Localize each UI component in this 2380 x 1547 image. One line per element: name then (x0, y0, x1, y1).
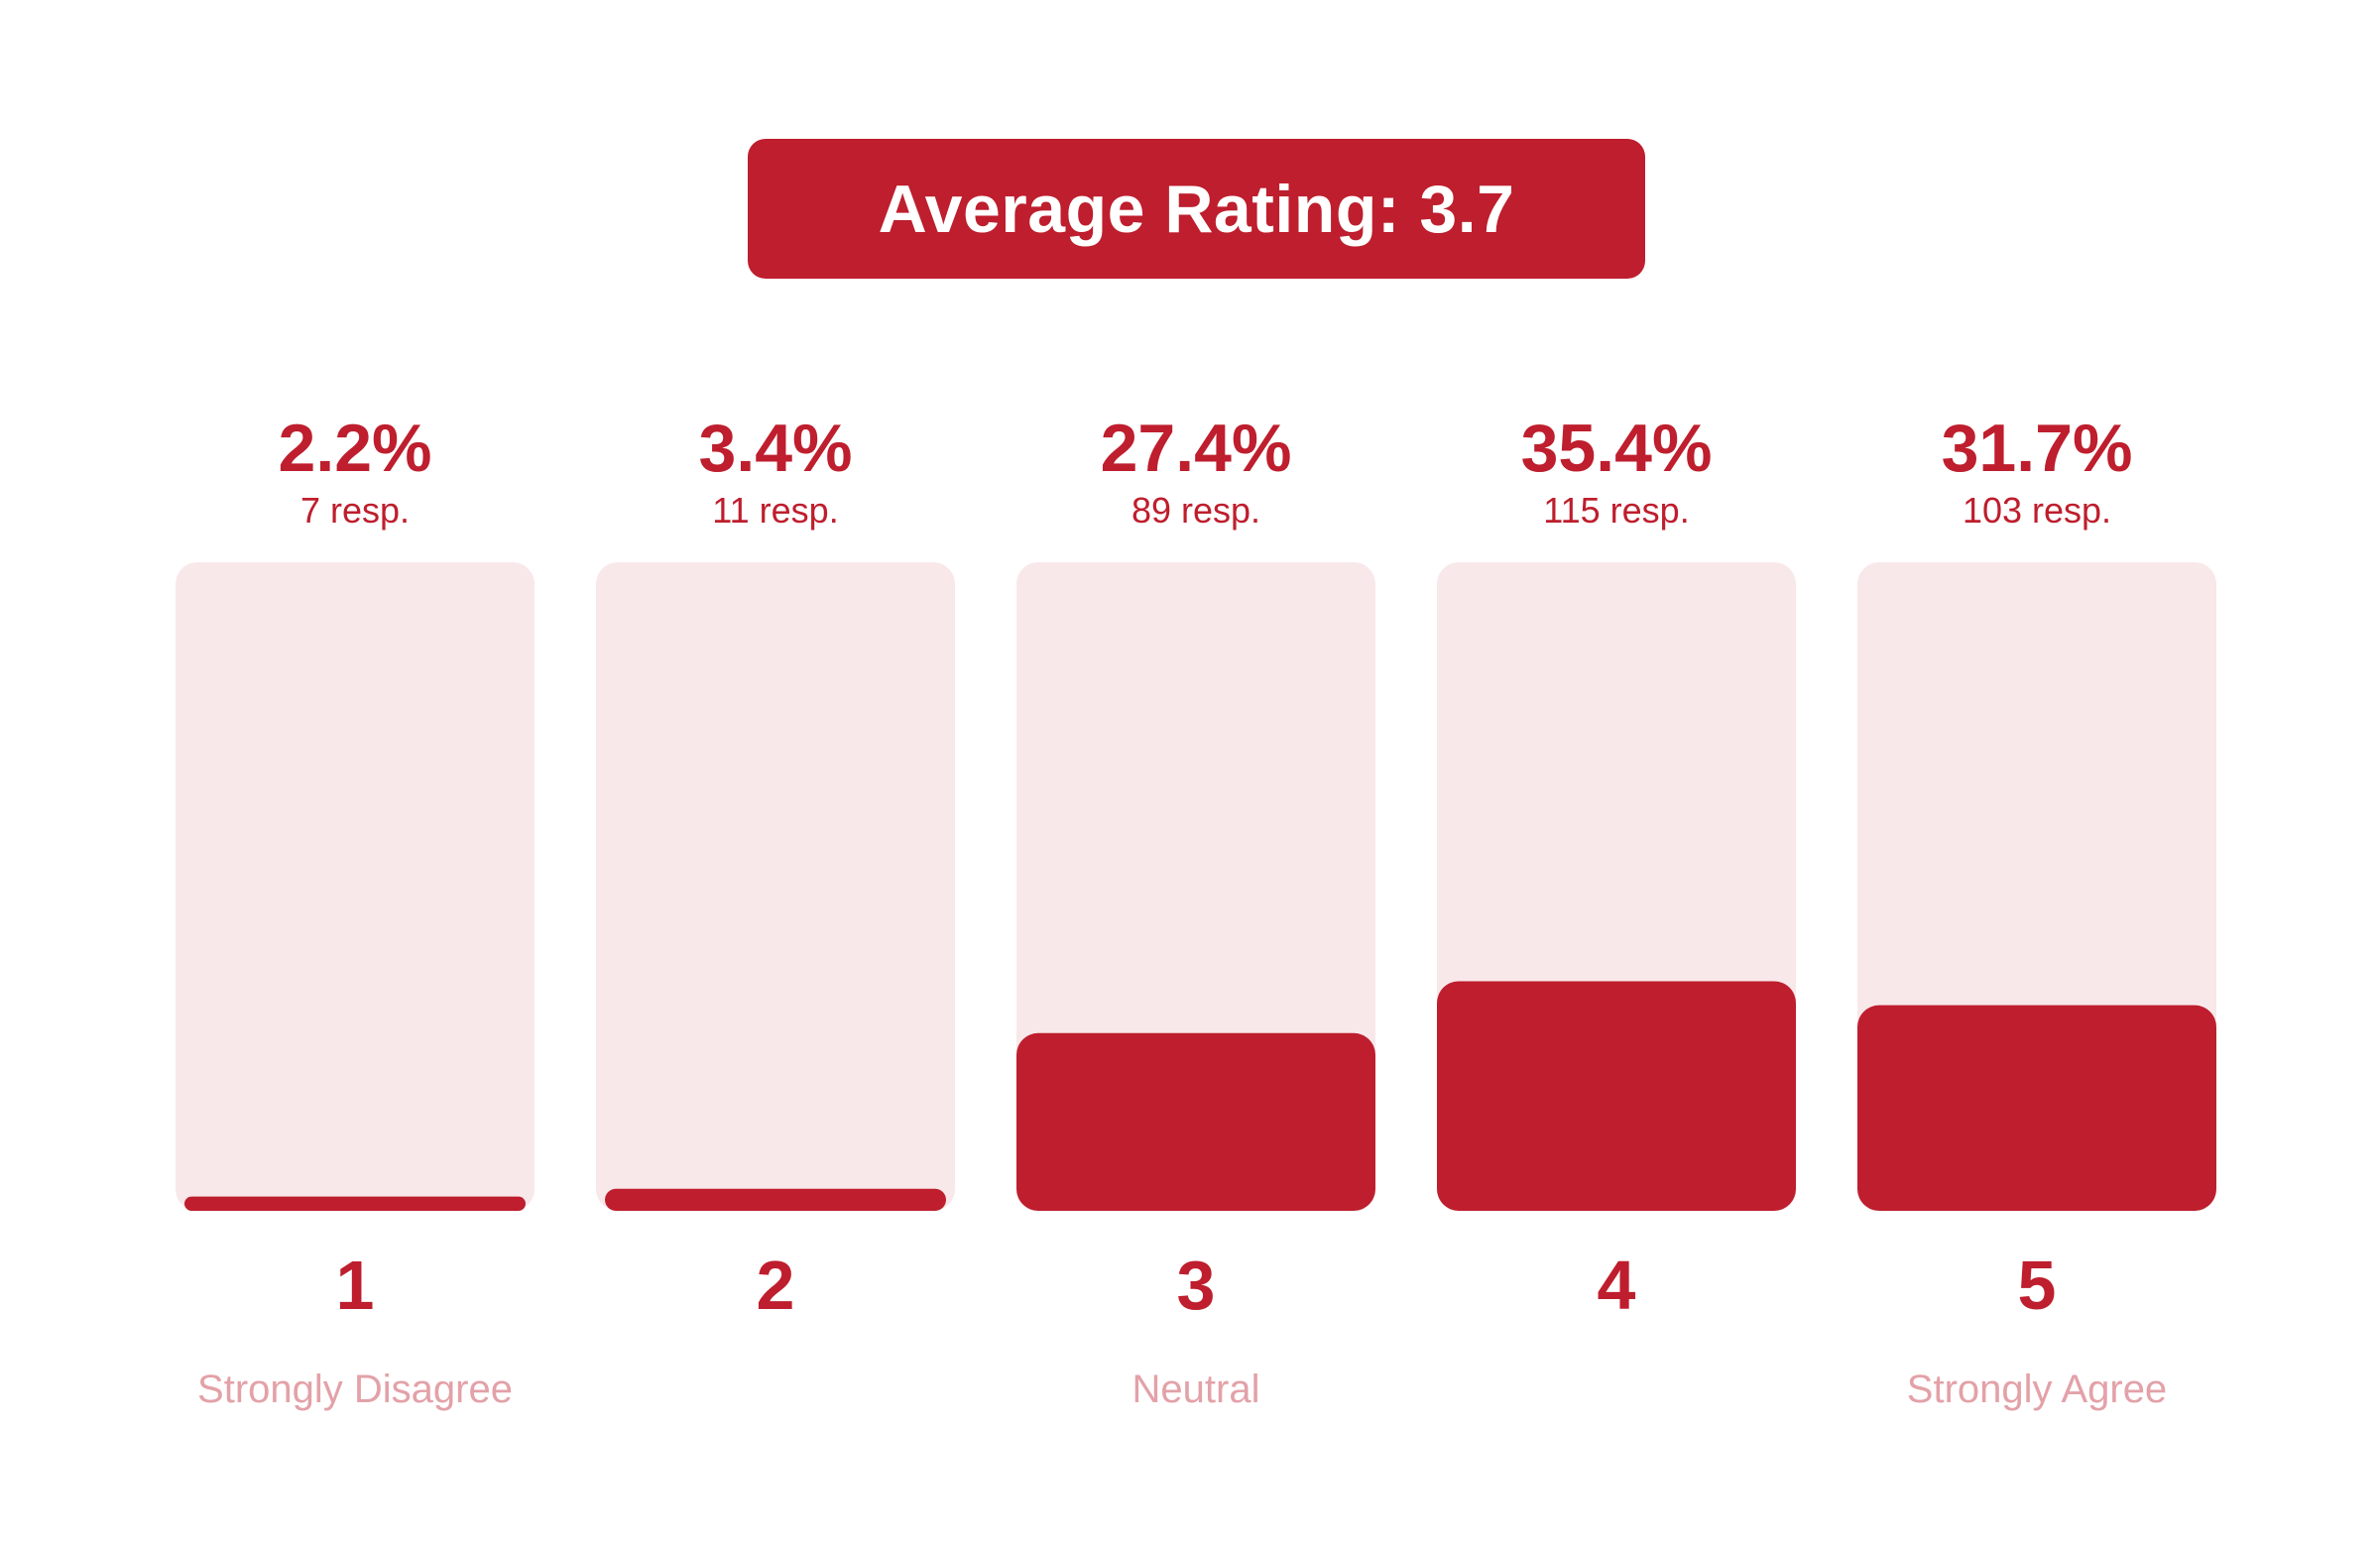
category-sublabel: Strongly Agree (1907, 1368, 2167, 1411)
category-tick-label: 2 (757, 1247, 795, 1324)
rating-column-1: 2.2%7 resp. 1 Strongly Disagree (176, 411, 535, 1411)
category-tick-label: 4 (1598, 1247, 1636, 1324)
average-rating-badge: Average Rating: 3.7 (748, 139, 1645, 279)
bar-value-label: 27.4% (1101, 411, 1292, 486)
category-tick-label: 1 (336, 1247, 375, 1324)
bar-track (176, 562, 535, 1211)
bar (605, 1188, 946, 1211)
rating-column-3: 27.4%89 resp. 3 Neutral (1016, 411, 1375, 1411)
bar (1437, 981, 1796, 1211)
bar-value-label: 35.4% (1521, 411, 1713, 486)
bar-value-label: 31.7% (1942, 411, 2133, 486)
category-sublabel: Strongly Disagree (197, 1368, 513, 1411)
bar-track (596, 562, 955, 1211)
category-tick-label: 5 (2018, 1247, 2057, 1324)
bar-response-count: 11 resp. (712, 490, 838, 531)
rating-column-4: 35.4%115 resp. 4 (1437, 411, 1796, 1324)
bar-value-label: 2.2% (279, 411, 432, 486)
bar-value-label: 3.4% (699, 411, 853, 486)
category-sublabel: Neutral (1132, 1368, 1260, 1411)
bar (1016, 1032, 1375, 1211)
rating-column-2: 3.4%11 resp. 2 (596, 411, 955, 1324)
category-tick-label: 3 (1177, 1247, 1216, 1324)
bar-response-count: 7 resp. (300, 490, 410, 531)
average-rating-title: Average Rating: 3.7 (878, 171, 1515, 247)
bar-response-count: 103 resp. (1963, 490, 2111, 531)
bar-response-count: 89 resp. (1131, 490, 1260, 531)
bar (1857, 1005, 2216, 1211)
bar-response-count: 115 resp. (1543, 490, 1689, 531)
bar (184, 1196, 526, 1211)
rating-column-5: 31.7%103 resp. 5 Strongly Agree (1857, 411, 2216, 1411)
